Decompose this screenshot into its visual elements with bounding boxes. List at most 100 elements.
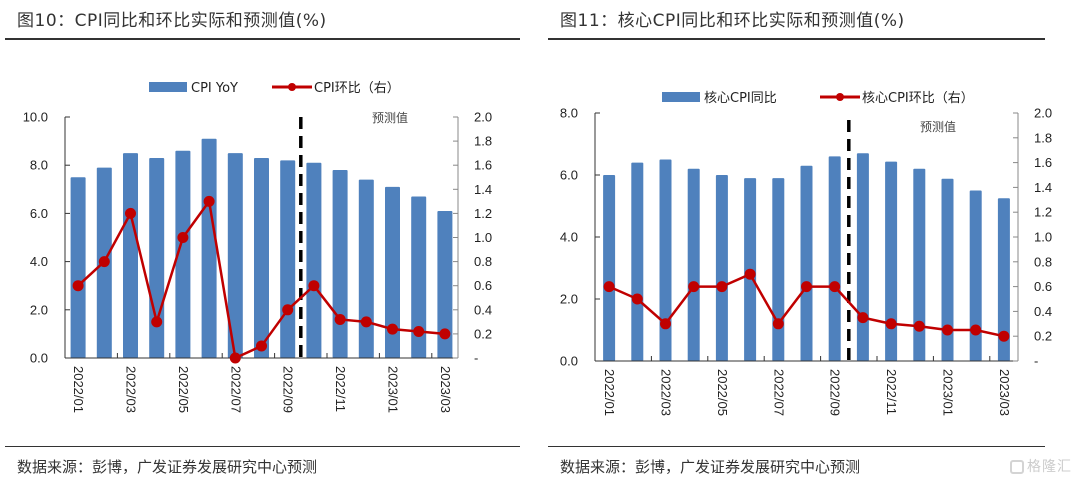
point-2022-04 xyxy=(151,316,163,328)
bar-2023-02 xyxy=(969,190,982,361)
point-2023-03 xyxy=(439,328,451,340)
chart1-right-tick-label: - xyxy=(474,351,478,366)
bar-2022-04 xyxy=(687,168,700,361)
chart2-right-tick-label: 0.4 xyxy=(1034,304,1052,319)
bar-2023-01 xyxy=(385,186,400,358)
chart1-legend-bar-swatch xyxy=(149,82,187,92)
watermark-text: 格隆汇 xyxy=(1027,459,1072,475)
chart1-forecast-annotation: 预测值 xyxy=(372,110,408,125)
chart2-x-tick-label: 2022/11 xyxy=(884,369,899,415)
bar-2022-09 xyxy=(828,156,841,361)
bar-2022-10 xyxy=(306,162,322,358)
bar-2022-11 xyxy=(885,161,898,361)
bar-2022-07 xyxy=(772,178,785,361)
chart1-right-tick-label: 0.6 xyxy=(474,278,492,293)
chart2-left-tick-label: 2.0 xyxy=(560,292,578,307)
bar-2022-12 xyxy=(358,179,374,358)
bar-2022-05 xyxy=(175,150,191,358)
bar-2023-03 xyxy=(997,198,1010,361)
point-2022-05 xyxy=(716,281,728,293)
chart1-right-tick-label: 1.2 xyxy=(474,206,492,221)
point-2022-12 xyxy=(360,316,372,328)
chart1-x-tick-label: 2022/01 xyxy=(71,366,86,413)
point-2022-03 xyxy=(125,207,136,219)
point-2022-07 xyxy=(229,352,241,364)
chart2-right-tick-label: 1.6 xyxy=(1034,155,1052,170)
point-2023-02 xyxy=(413,325,425,337)
bar-2022-03 xyxy=(123,153,138,358)
chart1-right-tick-label: 2.0 xyxy=(474,110,492,125)
figure-11-footer-rule xyxy=(548,446,1045,447)
chart1-right-tick-label: 1.6 xyxy=(474,158,492,173)
chart2-legend-bar-label: 核心CPI同比 xyxy=(704,91,777,106)
chart1-x-tick-label: 2023/03 xyxy=(438,366,453,413)
figure-11-title-rule xyxy=(548,38,1045,40)
figure-10-footer-rule xyxy=(5,446,520,447)
chart2-left-tick-label: 0.0 xyxy=(560,354,578,369)
point-2022-07 xyxy=(772,318,784,330)
core-cpi-chart: 0.0 2.0 4.0 6.0 8.0 - 0.2 0.4 0.6 0.8 1.0 1.2 1.4 1.6… xyxy=(560,91,1052,416)
chart1-right-tick-label: 1.0 xyxy=(474,230,492,245)
bar-2022-06 xyxy=(201,138,217,358)
chart2-legend-line-label: 核心CPI环比（右） xyxy=(862,91,974,106)
figure-11-source: 数据来源：彭博，广发证券发展研究中心预测 xyxy=(560,458,861,476)
chart2-right-tick-label: 0.2 xyxy=(1034,329,1052,344)
chart1-legend-line-marker xyxy=(288,83,296,91)
point-2022-02 xyxy=(98,256,110,268)
bar-2022-08 xyxy=(800,165,813,361)
bar-2023-02 xyxy=(411,196,427,358)
watermark: 格隆汇 xyxy=(1010,456,1072,476)
chart2-left-tick-label: 8.0 xyxy=(560,106,578,121)
chart1-left-tick-label: 10.0 xyxy=(23,110,48,125)
figure-10-title-rule xyxy=(5,38,520,40)
point-2023-03 xyxy=(998,330,1010,342)
point-2022-11 xyxy=(885,318,897,330)
point-2023-02 xyxy=(970,324,982,336)
bar-2022-08 xyxy=(254,157,269,358)
point-2022-06 xyxy=(203,195,215,207)
bar-2023-01 xyxy=(941,178,954,361)
chart2-x-tick-label: 2022/05 xyxy=(715,369,730,416)
cpi-chart: 0.0 2.0 4.0 6.0 8.0 10.0 - 0.2 0.4 0.6 0.8 1.0 1.2 1.… xyxy=(23,81,492,413)
point-2022-09 xyxy=(282,304,294,316)
chart1-x-tick-label: 2022/03 xyxy=(124,366,139,413)
chart1-left-tick-label: 8.0 xyxy=(30,158,48,173)
chart1-right-tick-label: 1.4 xyxy=(474,182,492,197)
chart2-x-tick-label: 2023/01 xyxy=(941,369,956,416)
point-2022-01 xyxy=(603,281,615,293)
point-2023-01 xyxy=(387,323,398,335)
chart1-right-tick-label: 0.2 xyxy=(474,326,492,341)
point-2022-04 xyxy=(688,281,700,293)
chart1-left-tick-label: 6.0 xyxy=(30,206,48,221)
chart1-x-tick-label: 2022/07 xyxy=(228,366,243,413)
point-2022-03 xyxy=(660,318,671,330)
chart2-right-tick-label: 1.4 xyxy=(1034,180,1052,195)
chart1-left-tick-label: 2.0 xyxy=(30,302,48,317)
bar-2022-11 xyxy=(332,170,348,358)
bar-2022-07 xyxy=(227,153,243,358)
figure-10-title: 图10：CPI同比和环比实际和预测值(%) xyxy=(17,11,327,31)
point-2022-10 xyxy=(857,312,869,324)
point-2022-08 xyxy=(801,281,812,293)
bar-2022-10 xyxy=(856,153,869,361)
chart1-x-tick-label: 2022/05 xyxy=(176,366,191,413)
point-2022-01 xyxy=(72,280,84,292)
chart2-right-tick-label: 2.0 xyxy=(1034,106,1052,121)
chart2-right-tick-label: 1.0 xyxy=(1034,230,1052,245)
chart2-right-tick-label: 0.6 xyxy=(1034,279,1052,294)
chart1-x-tick-label: 2023/01 xyxy=(386,366,401,413)
chart2-right-tick-label: 1.2 xyxy=(1034,205,1052,220)
chart1-x-tick-label: 2022/09 xyxy=(281,366,296,413)
chart2-x-tick-label: 2022/03 xyxy=(659,369,674,416)
point-2023-01 xyxy=(942,324,953,336)
figure-11-title: 图11：核心CPI同比和环比实际和预测值(%) xyxy=(560,11,905,31)
point-2022-10 xyxy=(308,280,320,292)
point-2022-12 xyxy=(913,320,925,332)
chart2-right-tick-label: - xyxy=(1034,354,1038,369)
point-2022-09 xyxy=(829,281,841,293)
chart1-right-tick-label: 0.8 xyxy=(474,254,492,269)
bar-2022-05 xyxy=(715,175,728,361)
chart2-right-tick-label: 0.8 xyxy=(1034,254,1052,269)
chart2-x-tick-label: 2022/09 xyxy=(828,369,843,416)
chart2-left-tick-label: 4.0 xyxy=(560,230,578,245)
